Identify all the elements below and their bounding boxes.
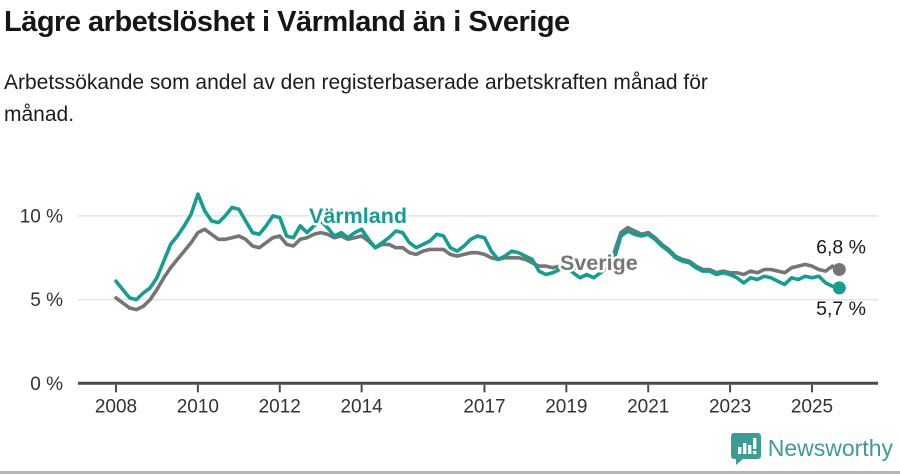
subtitle-line-1: Arbetssökande som andel av den registerb… — [4, 71, 708, 95]
end-dot-värmland — [832, 281, 846, 295]
x-tick-label-2012: 2012 — [259, 396, 301, 417]
x-tick-label-2023: 2023 — [709, 396, 751, 417]
y-tick-label-10: 10 % — [20, 206, 63, 227]
x-tick-label-2008: 2008 — [95, 396, 137, 417]
x-tick-label-2019: 2019 — [545, 396, 587, 417]
y-tick-label-5: 5 % — [30, 290, 63, 311]
series-line-värmland — [114, 192, 842, 302]
x-tick-label-2017: 2017 — [463, 396, 505, 417]
unemployment-line-chart: 2008 2010 2012 2014 2017 2019 2021 2023 2025 0 % 5… — [0, 155, 900, 430]
series-line-sverige — [114, 225, 842, 312]
chart-header: Lägre arbetslöshet i Värmland än i Sveri… — [4, 0, 896, 131]
chart-canvas: 2008 2010 2012 2014 2017 2019 2021 2023 2025 0 % 5… — [20, 192, 878, 417]
end-dot-sverige — [832, 262, 846, 276]
page-title: Lägre arbetslöshet i Värmland än i Sveri… — [4, 6, 570, 38]
x-tick-label-2021: 2021 — [627, 396, 669, 417]
chart-subtitle: Arbetssökande som andel av den registerb… — [4, 67, 896, 131]
series-label-värmland: Värmland — [309, 204, 407, 228]
end-value-label-sverige: 6,8 % — [816, 236, 866, 258]
x-tick-label-2014: 2014 — [340, 396, 383, 417]
brand-footer: Newsworthy — [730, 431, 893, 465]
x-tick-label-2010: 2010 — [177, 396, 219, 417]
x-tick-label-2025: 2025 — [791, 396, 833, 417]
series-label-sverige: Sverige — [560, 251, 638, 275]
end-value-label-värmland: 5,7 % — [816, 298, 866, 320]
brand-name: Newsworthy — [767, 434, 893, 461]
subtitle-line-2: månad. — [4, 103, 75, 127]
newsworthy-logo-icon — [730, 432, 761, 465]
y-tick-label-0: 0 % — [30, 374, 63, 395]
